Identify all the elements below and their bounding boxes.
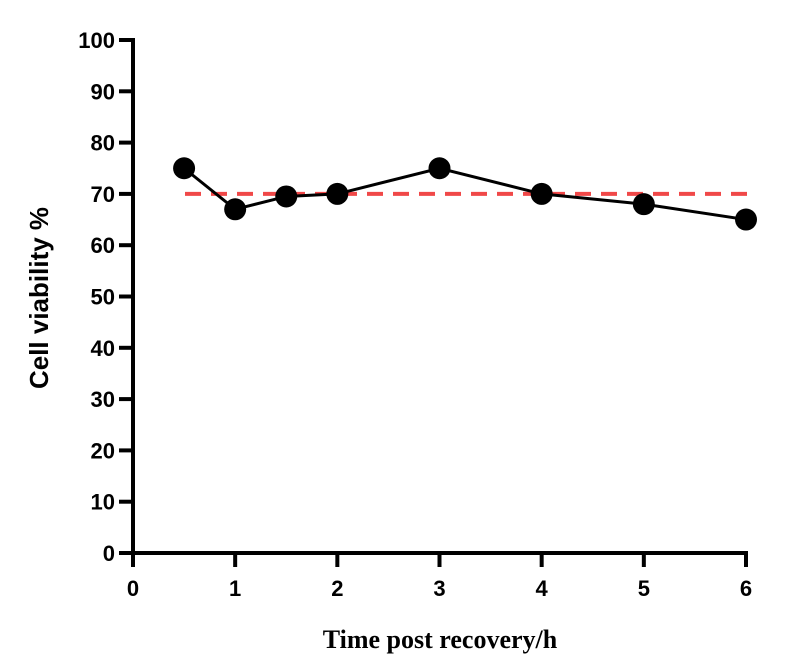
data-point <box>224 198 247 221</box>
x-axis-label: Time post recovery/h <box>323 625 558 654</box>
data-point <box>632 193 655 216</box>
series-group <box>173 157 757 231</box>
y-ticks: 0 10 20 30 40 50 60 70 80 90 100 <box>78 28 133 566</box>
x-tick-label: 0 <box>127 576 139 601</box>
y-tick-label: 40 <box>91 336 115 361</box>
x-tick-label: 1 <box>229 576 241 601</box>
y-tick-label: 90 <box>91 79 115 104</box>
data-point <box>530 182 553 205</box>
y-tick-label: 70 <box>91 182 115 207</box>
y-tick-label: 50 <box>91 285 115 310</box>
data-point <box>735 208 757 231</box>
x-tick-label: 6 <box>740 576 752 601</box>
y-tick-label: 10 <box>91 490 115 515</box>
data-point <box>275 185 298 208</box>
x-tick-label: 5 <box>638 576 650 601</box>
y-tick-label: 30 <box>91 387 115 412</box>
x-tick-label: 3 <box>433 576 445 601</box>
x-tick-label: 4 <box>536 576 549 601</box>
y-tick-label: 80 <box>91 131 115 156</box>
data-point <box>428 157 451 180</box>
data-point <box>326 182 349 205</box>
x-ticks: 0 1 2 3 4 5 6 <box>127 553 752 601</box>
y-axis-label: Cell viability % <box>24 207 54 389</box>
y-tick-label: 100 <box>78 28 115 53</box>
y-tick-label: 20 <box>91 438 115 463</box>
y-tick-label: 60 <box>91 233 115 258</box>
y-tick-label: 0 <box>103 541 115 566</box>
axes <box>131 38 748 555</box>
data-point <box>173 157 196 180</box>
x-tick-label: 2 <box>331 576 343 601</box>
